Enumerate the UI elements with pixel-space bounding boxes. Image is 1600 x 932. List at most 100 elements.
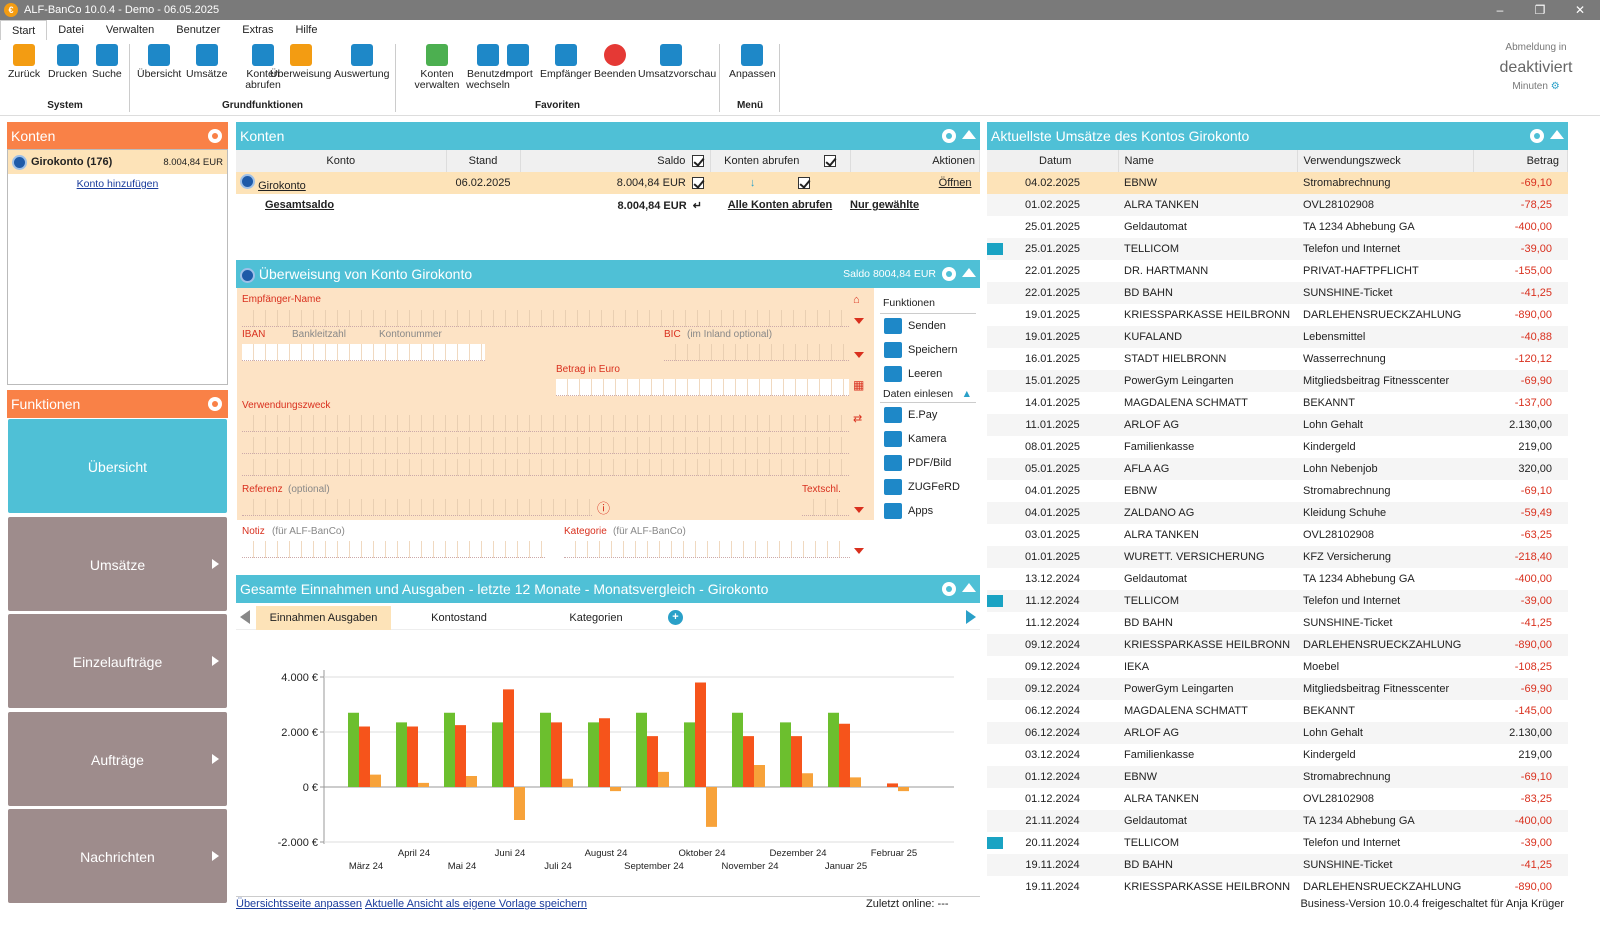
ribbon-euro-button[interactable]: Überweisung: [270, 44, 331, 80]
umsatz-row[interactable]: 25.01.2025 TELLICOM Telefon und Internet -3…: [987, 238, 1568, 260]
umsatz-row[interactable]: 06.12.2024 MAGDALENA SCHMATT BEKANNT -145,0…: [987, 700, 1568, 722]
col-stand[interactable]: Stand: [446, 150, 521, 172]
chevron-down-icon[interactable]: [854, 318, 864, 324]
iban-input[interactable]: [242, 344, 485, 361]
umsatz-row[interactable]: 16.01.2025 STADT HIELBRONN Wasserrechnung -…: [987, 348, 1568, 370]
ribbon-download-button[interactable]: Konten abrufen: [230, 44, 296, 91]
restore-icon[interactable]: ❐: [1534, 3, 1546, 17]
menu-start[interactable]: Start: [0, 19, 48, 41]
umsatz-row[interactable]: 09.12.2024 IEKA Moebel -108,25: [987, 656, 1568, 678]
gear-icon[interactable]: [942, 129, 956, 143]
betrag-input[interactable]: [556, 379, 849, 396]
umsatz-row[interactable]: 01.12.2024 EBNW Stromabrechnung -69,10: [987, 766, 1568, 788]
umsatz-row[interactable]: 01.01.2025 WURETT. VERSICHERUNG KFZ Versic…: [987, 546, 1568, 568]
menu-datei[interactable]: Datei: [58, 24, 84, 36]
menu-benutzer[interactable]: Benutzer: [176, 24, 221, 36]
notiz-input[interactable]: [242, 541, 545, 558]
gear-icon[interactable]: [208, 397, 222, 411]
kamera-button[interactable]: Kamera: [880, 427, 976, 451]
umsatz-row[interactable]: 09.12.2024 PowerGym Leingarten Mitgliedsbe…: [987, 678, 1568, 700]
pdf-bild-button[interactable]: PDF/Bild: [880, 451, 976, 475]
umsatz-row[interactable]: 19.11.2024 KRIESSPARKASSE HEILBRONN DARLEH…: [987, 876, 1568, 894]
gear-icon[interactable]: ⚙: [1550, 81, 1560, 92]
verwendungszweck-line-3[interactable]: [242, 459, 849, 476]
close-icon[interactable]: ✕: [1574, 3, 1586, 17]
speichern-button[interactable]: Speichern: [880, 338, 976, 362]
col-name[interactable]: Name: [1118, 150, 1298, 172]
saldo-checkbox[interactable]: [691, 155, 704, 168]
umsatz-row[interactable]: 09.12.2024 KRIESSPARKASSE HEILBRONN DARLEH…: [987, 634, 1568, 656]
nav-einzelaufträge[interactable]: Einzelaufträge: [8, 614, 227, 708]
ribbon-close-circle-button[interactable]: Beenden: [594, 44, 636, 80]
umsatz-row[interactable]: 03.01.2025 ALRA TANKEN OVL28102908 -63,25: [987, 524, 1568, 546]
umsatz-row[interactable]: 14.01.2025 MAGDALENA SCHMATT BEKANNT -137,0…: [987, 392, 1568, 414]
umsatz-row[interactable]: 13.12.2024 Geldautomat TA 1234 Abhebung GA…: [987, 568, 1568, 590]
umsatz-row[interactable]: 01.02.2025 ALRA TANKEN OVL28102908 -78,25: [987, 194, 1568, 216]
umsatz-row[interactable]: 11.12.2024 BD BAHN SUNSHINE-Ticket -41,25: [987, 612, 1568, 634]
ribbon-table-button[interactable]: Umsatzvorschau: [638, 44, 716, 80]
chevron-right-icon[interactable]: [966, 610, 976, 624]
umsatz-row[interactable]: 01.12.2024 ALRA TANKEN OVL28102908 -83,25: [987, 788, 1568, 810]
gear-icon[interactable]: [1530, 129, 1544, 143]
ribbon-money-bag-button[interactable]: Konten verwalten: [404, 44, 470, 91]
open-account-link[interactable]: Öffnen: [938, 177, 972, 189]
collapse-icon[interactable]: [962, 268, 976, 277]
ribbon-tools-button[interactable]: Anpassen: [729, 44, 776, 80]
chevron-down-icon[interactable]: [854, 548, 864, 554]
alle-konten-abrufen-link[interactable]: Alle Konten abrufen: [727, 199, 833, 211]
leeren-button[interactable]: Leeren: [880, 362, 976, 386]
menu-hilfe[interactable]: Hilfe: [295, 24, 318, 36]
epay-button[interactable]: E.Pay: [880, 403, 976, 427]
umsatz-row[interactable]: 08.01.2025 Familienkasse Kindergeld 219,00: [987, 436, 1568, 458]
umsatz-row[interactable]: 11.12.2024 TELLICOM Telefon und Internet -3…: [987, 590, 1568, 612]
gear-icon[interactable]: [208, 129, 222, 143]
menu-extras[interactable]: Extras: [242, 24, 274, 36]
account-item-girokonto[interactable]: Girokonto (176) 8.004,84 EUR: [8, 150, 227, 174]
umsatz-row[interactable]: 06.12.2024 ARLOF AG Lohn Gehalt 2.130,00: [987, 722, 1568, 744]
col-verwendungszweck[interactable]: Verwendungszweck: [1297, 150, 1474, 172]
gear-icon[interactable]: [942, 267, 956, 281]
tab-einnahmen-ausgaben[interactable]: Einnahmen Ausgaben: [256, 606, 391, 630]
zugferd-button[interactable]: ZUGFeRD: [880, 475, 976, 499]
col-betrag[interactable]: Betrag: [1473, 150, 1568, 172]
umsatz-row[interactable]: 22.01.2025 DR. HARTMANN PRIVAT-HAFTPFLICHT…: [987, 260, 1568, 282]
nav-umsätze[interactable]: Umsätze: [8, 516, 227, 611]
empfaenger-input[interactable]: [242, 310, 849, 327]
nav-nachrichten[interactable]: Nachrichten: [8, 809, 227, 903]
bic-input[interactable]: [664, 344, 849, 361]
info-icon[interactable]: ⓘ: [597, 501, 611, 516]
umsatz-row[interactable]: 05.01.2025 AFLA AG Lohn Nebenjob 320,00: [987, 458, 1568, 480]
swap-icon[interactable]: ⇄: [853, 413, 863, 425]
tab-kontostand[interactable]: Kontostand: [431, 612, 487, 624]
umsatz-row[interactable]: 19.01.2025 KUFALAND Lebensmittel -40,88: [987, 326, 1568, 348]
row-saldo-checkbox[interactable]: [692, 177, 704, 190]
collapse-icon[interactable]: [1550, 130, 1564, 139]
ribbon-import-button[interactable]: Import: [503, 44, 533, 80]
daten-einlesen-heading[interactable]: Daten einlesen ▲: [880, 386, 976, 403]
umsatz-row[interactable]: 04.01.2025 EBNW Stromabrechnung -69,10: [987, 480, 1568, 502]
download-arrow-icon[interactable]: ↓: [749, 176, 756, 189]
nav-übersicht[interactable]: Übersicht: [8, 419, 227, 513]
chevron-down-icon[interactable]: [854, 352, 864, 358]
row-abrufen-checkbox[interactable]: [798, 177, 811, 190]
umsatz-row[interactable]: 03.12.2024 Familienkasse Kindergeld 219,00: [987, 744, 1568, 766]
calculator-icon[interactable]: ▦: [853, 378, 865, 392]
umsatz-row[interactable]: 19.11.2024 BD BAHN SUNSHINE-Ticket -41,25: [987, 854, 1568, 876]
collapse-icon[interactable]: ▲: [961, 388, 972, 400]
textschluessel-input[interactable]: [802, 499, 849, 516]
nav-aufträge[interactable]: Aufträge: [8, 711, 227, 806]
senden-button[interactable]: Senden: [880, 314, 976, 338]
ribbon-recipient-button[interactable]: Empfänger: [540, 44, 591, 80]
customize-overview-link[interactable]: Übersichtsseite anpassen: [236, 898, 362, 910]
umsatz-row[interactable]: 19.01.2025 KRIESSPARKASSE HEILBRONN DARLEH…: [987, 304, 1568, 326]
umsatz-row[interactable]: 04.01.2025 ZALDANO AG Kleidung Schuhe -59,4…: [987, 502, 1568, 524]
ribbon-list-button[interactable]: Umsätze: [186, 44, 227, 80]
ribbon-search-button[interactable]: Suche: [92, 44, 122, 80]
gesamtsaldo-link[interactable]: Gesamtsaldo: [265, 199, 335, 211]
kategorie-input[interactable]: [564, 541, 850, 558]
add-account-link[interactable]: Konto hinzufügen: [76, 178, 159, 190]
chevron-left-icon[interactable]: [240, 610, 250, 624]
gear-icon[interactable]: [942, 582, 956, 596]
konten-row[interactable]: Girokonto 06.02.2025 8.004,84 EUR ↓ Öffn…: [236, 172, 980, 194]
umsatz-row[interactable]: 15.01.2025 PowerGym Leingarten Mitgliedsbe…: [987, 370, 1568, 392]
